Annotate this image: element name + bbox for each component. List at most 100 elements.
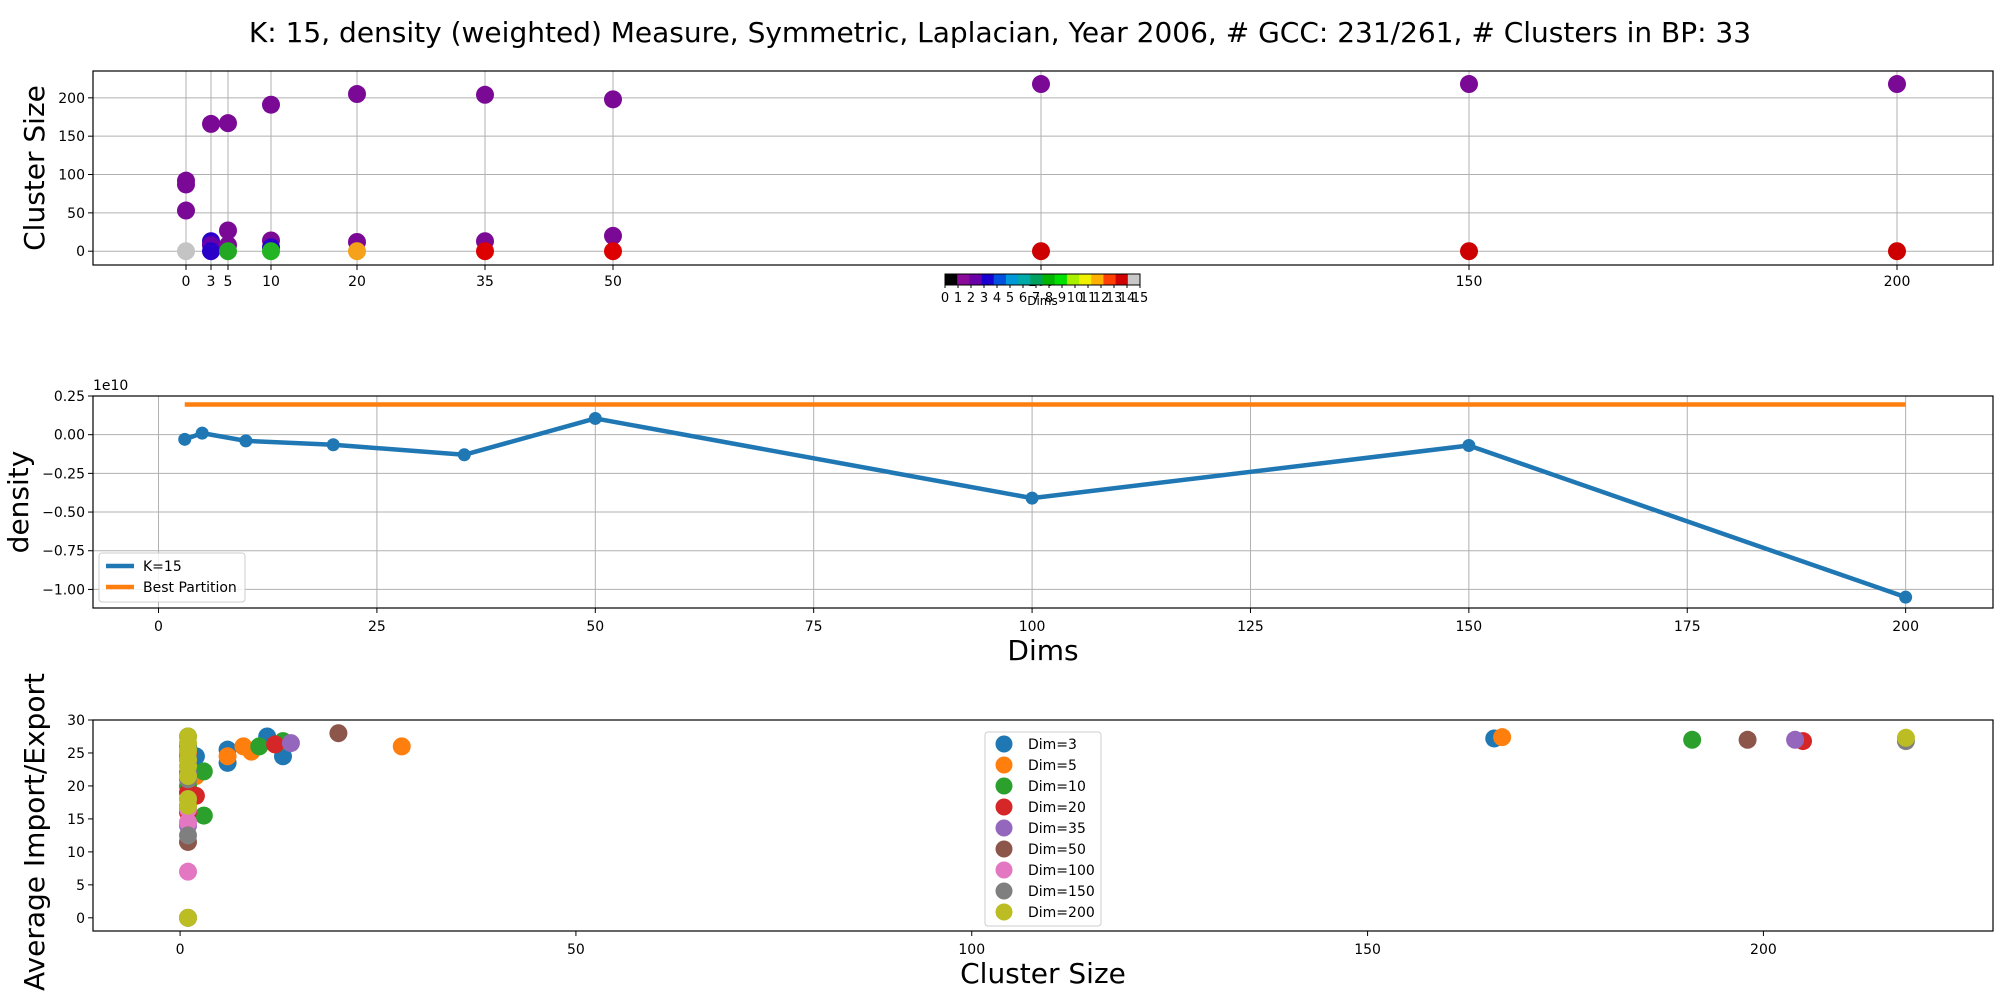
y-tick-label: −0.75 [42, 544, 85, 560]
legend-label: Dim=20 [1028, 800, 1086, 816]
colorbar-segment [1018, 274, 1031, 285]
density-point [239, 434, 253, 448]
x-tick-label: 125 [1237, 619, 1264, 635]
legend-label: Dim=100 [1028, 863, 1095, 879]
x-tick-label: 25 [368, 619, 386, 635]
legend-marker [995, 882, 1013, 900]
cluster-point [1460, 75, 1478, 94]
legend-marker [995, 798, 1013, 816]
colorbar-tick-label: 9 [1058, 291, 1066, 306]
x-tick-label: 150 [1354, 942, 1381, 958]
x-tick-label: 0 [182, 274, 191, 290]
import-export-point [194, 806, 213, 825]
cluster-point [1888, 75, 1906, 94]
legend-label: Dim=200 [1028, 905, 1095, 921]
x-tick-label: 50 [586, 619, 604, 635]
colorbar-segment [1103, 274, 1117, 285]
plot-frame [92, 70, 1994, 266]
y-tick-label: 200 [58, 91, 85, 107]
cluster-point [177, 201, 195, 220]
colorbar-tick-label: 11 [1080, 291, 1097, 306]
colorbar-segment [957, 274, 970, 285]
import-export-point [179, 767, 197, 786]
colorbar-tick-label: 14 [1119, 291, 1136, 306]
legend-marker [995, 756, 1013, 774]
legend-label: Dim=5 [1028, 758, 1077, 774]
colorbar-segment [945, 274, 958, 285]
legend-marker [995, 840, 1013, 858]
cluster-point [177, 175, 195, 194]
colorbar-segment [1079, 274, 1092, 285]
y-tick-label: 0 [76, 244, 85, 260]
x-tick-label: 5 [224, 274, 233, 290]
cluster-point [202, 114, 220, 133]
x-tick-label: 100 [958, 942, 985, 958]
cluster-point [1032, 75, 1050, 94]
legend-label: Dim=50 [1028, 842, 1086, 858]
colorbar-tick-label: 7 [1032, 291, 1040, 306]
cluster-point [604, 90, 622, 109]
y-tick-label: 0.00 [54, 428, 85, 444]
cluster-point [262, 242, 280, 261]
colorbar-tick-label: 0 [941, 291, 949, 306]
plot-frame [92, 395, 1994, 609]
colorbar-tick-label: 15 [1132, 291, 1149, 306]
y-tick-label: −1.00 [42, 582, 85, 598]
import-export-point [392, 737, 411, 756]
cluster-point [202, 242, 220, 261]
legend-marker [995, 861, 1013, 879]
colorbar-segment [1030, 274, 1043, 285]
legend-box [984, 731, 1102, 927]
legend-marker [995, 777, 1013, 795]
colorbar-tick-label: 8 [1045, 291, 1053, 306]
density-plot: −1.00 −0.75 −0.50 −0.25 0.00 0.25 0 25 50 75 100 12… [2, 378, 1994, 667]
import-export-legend: Dim=3 Dim=5 Dim=10 Dim=20 Dim=35 Dim=50 Dim=10… [984, 731, 1102, 927]
import-export-plot: 0 5 10 15 20 25 30 0 50 100 150 200 Average Import/E… [18, 673, 1994, 991]
density-point [195, 426, 209, 440]
y-tick-label: 5 [76, 878, 85, 894]
cluster-point [348, 85, 366, 104]
x-tick-label: 100 [1019, 619, 1046, 635]
colorbar-tick-label: 4 [993, 291, 1001, 306]
density-point [1899, 590, 1913, 604]
x-tick-label: 0 [176, 942, 185, 958]
cluster-size-plot: 05010015020003510203550100150200Cluster … [18, 70, 1994, 290]
colorbar-segment [1091, 274, 1104, 285]
cluster-point [219, 114, 237, 133]
colorbar-tick-label: 5 [1006, 291, 1014, 306]
legend-label: Dim=35 [1028, 821, 1086, 837]
x-tick-label: 200 [1884, 274, 1911, 290]
import-export-point [194, 762, 213, 781]
x-axis-label: Dims [1007, 634, 1078, 667]
y-tick-label: 25 [67, 746, 85, 762]
x-axis-label: Cluster Size [960, 957, 1126, 990]
legend-marker [995, 735, 1013, 753]
x-tick-label: 150 [1456, 274, 1483, 290]
density-point [588, 411, 602, 425]
cluster-point [1888, 242, 1906, 261]
colorbar-tick-label: 12 [1093, 291, 1110, 306]
colorbar-tick-label: 6 [1019, 291, 1027, 306]
y-tick-label: 150 [58, 129, 85, 145]
import-export-point [179, 813, 197, 832]
colorbar-tick-label: 3 [980, 291, 988, 306]
cluster-point [476, 85, 494, 104]
import-export-point [179, 862, 197, 881]
y-tick-label: 0 [76, 911, 85, 927]
x-tick-label: 35 [476, 274, 494, 290]
cluster-point [476, 242, 494, 261]
cluster-point [604, 242, 622, 261]
colorbar-segment [993, 274, 1007, 285]
cluster-point [177, 242, 195, 261]
y-axis-label: Average Import/Export [18, 673, 51, 991]
x-tick-label: 175 [1674, 619, 1701, 635]
y-offset-text: 1e10 [93, 378, 128, 394]
legend-box [98, 552, 246, 603]
colorbar-tick-label: 13 [1106, 291, 1123, 306]
import-export-point [250, 737, 269, 756]
legend-label: K=15 [143, 559, 182, 575]
import-export-point [281, 734, 300, 753]
legend-marker [995, 819, 1013, 837]
